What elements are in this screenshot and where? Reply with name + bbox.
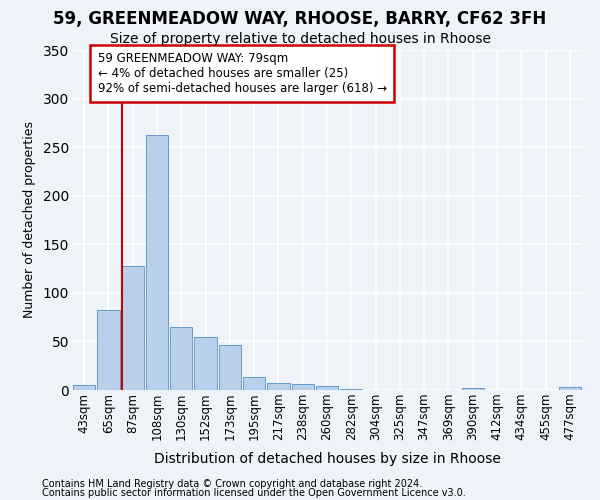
Text: Contains public sector information licensed under the Open Government Licence v3: Contains public sector information licen…	[42, 488, 466, 498]
Bar	[267, 383, 290, 390]
Bar	[461, 388, 484, 390]
Bar	[73, 385, 95, 390]
Bar	[292, 384, 314, 390]
Text: Size of property relative to detached houses in Rhoose: Size of property relative to detached ho…	[110, 32, 491, 46]
Bar	[316, 386, 338, 390]
Bar	[340, 389, 362, 390]
Y-axis label: Number of detached properties: Number of detached properties	[23, 122, 36, 318]
Bar	[97, 310, 119, 390]
Text: 59, GREENMEADOW WAY, RHOOSE, BARRY, CF62 3FH: 59, GREENMEADOW WAY, RHOOSE, BARRY, CF62…	[53, 10, 547, 28]
X-axis label: Distribution of detached houses by size in Rhoose: Distribution of detached houses by size …	[154, 452, 500, 466]
Bar	[122, 266, 144, 390]
Bar	[146, 136, 168, 390]
Bar	[559, 387, 581, 390]
Text: 59 GREENMEADOW WAY: 79sqm
← 4% of detached houses are smaller (25)
92% of semi-d: 59 GREENMEADOW WAY: 79sqm ← 4% of detach…	[97, 52, 386, 95]
Bar	[243, 378, 265, 390]
Bar	[218, 346, 241, 390]
Bar	[170, 327, 193, 390]
Bar	[194, 336, 217, 390]
Text: Contains HM Land Registry data © Crown copyright and database right 2024.: Contains HM Land Registry data © Crown c…	[42, 479, 422, 489]
